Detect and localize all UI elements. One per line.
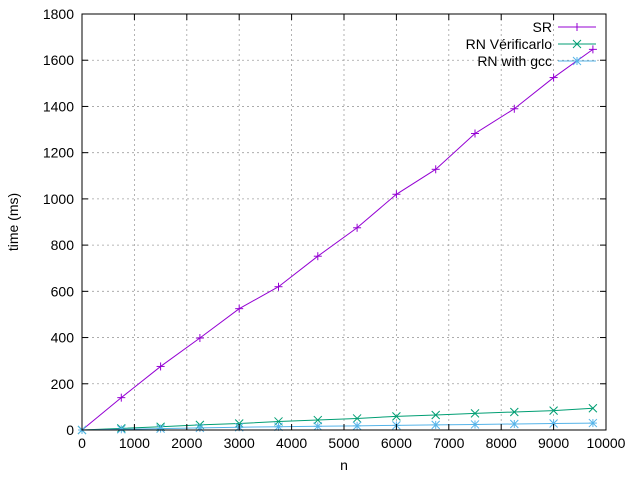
x-tick-label: 5000 bbox=[328, 435, 359, 451]
data-point-rn-with-gcc bbox=[588, 418, 598, 428]
series-line-sr bbox=[81, 48, 594, 431]
x-tick-label: 8000 bbox=[486, 435, 517, 451]
data-point-rn-v-rificarlo bbox=[470, 409, 480, 418]
data-point-sr bbox=[392, 190, 401, 199]
grid bbox=[82, 14, 606, 430]
y-tick-label: 1400 bbox=[43, 98, 74, 114]
data-point-sr bbox=[313, 252, 322, 261]
y-tick-label: 0 bbox=[66, 422, 74, 438]
series-sr bbox=[78, 45, 597, 434]
x-axis-title: n bbox=[340, 457, 348, 473]
legend-marker-sr bbox=[573, 23, 581, 31]
data-point-rn-v-rificarlo bbox=[509, 407, 519, 417]
y-tick-label: 600 bbox=[51, 283, 75, 299]
y-tick-label: 1200 bbox=[43, 145, 74, 161]
data-point-rn-with-gcc bbox=[352, 421, 362, 431]
y-tick-label: 400 bbox=[51, 330, 75, 346]
data-point-sr bbox=[195, 334, 204, 343]
series-line-rn-v-rificarlo bbox=[81, 407, 593, 431]
data-point-rn-with-gcc bbox=[509, 419, 519, 429]
legend-marker-rn-with-gcc bbox=[572, 56, 582, 66]
data-point-sr bbox=[471, 129, 479, 138]
data-point-rn-v-rificarlo bbox=[431, 410, 441, 420]
data-point-sr bbox=[549, 73, 558, 82]
legend-marker-rn-v-rificarlo bbox=[572, 39, 582, 49]
data-point-rn-v-rificarlo bbox=[392, 412, 401, 421]
x-tick-label: 2000 bbox=[171, 435, 202, 451]
data-point-sr bbox=[510, 104, 519, 113]
series-line-rn-with-gcc bbox=[81, 422, 593, 431]
x-tick-label: 1000 bbox=[119, 435, 150, 451]
y-tick-label: 200 bbox=[51, 376, 75, 392]
data-point-rn-v-rificarlo bbox=[313, 415, 323, 425]
x-tick-label: 4000 bbox=[276, 435, 307, 451]
data-point-sr bbox=[588, 45, 597, 54]
data-point-rn-with-gcc bbox=[116, 424, 126, 434]
series-group bbox=[77, 45, 598, 435]
data-point-rn-with-gcc bbox=[274, 422, 283, 432]
x-tick-label: 10000 bbox=[587, 435, 626, 451]
legend-label-rn-with-gcc: RN with gcc bbox=[477, 53, 552, 69]
y-tick-label: 1800 bbox=[43, 6, 74, 22]
data-point-rn-with-gcc bbox=[313, 421, 323, 431]
x-tick-label: 9000 bbox=[538, 435, 569, 451]
data-point-sr bbox=[353, 223, 362, 232]
x-tick-label: 7000 bbox=[433, 435, 464, 451]
x-tick-label: 3000 bbox=[224, 435, 255, 451]
data-point-sr bbox=[117, 393, 126, 402]
data-point-rn-with-gcc bbox=[470, 420, 480, 429]
axis-ticks: 0 1000 2000 3000 4000 5000 6000 7000 8000 9000 100… bbox=[43, 6, 626, 451]
y-axis-title: time (ms) bbox=[5, 193, 21, 251]
y-tick-label: 1000 bbox=[43, 191, 74, 207]
data-point-rn-with-gcc bbox=[195, 423, 205, 433]
series-rn-with-gcc bbox=[77, 418, 598, 435]
x-tick-label: 0 bbox=[78, 435, 86, 451]
y-tick-label: 800 bbox=[51, 237, 75, 253]
data-point-rn-with-gcc bbox=[431, 420, 441, 430]
legend-label-rn-v-rificarlo: RN Vérificarlo bbox=[466, 36, 553, 52]
y-tick-label: 1600 bbox=[43, 52, 74, 68]
data-point-rn-v-rificarlo bbox=[588, 403, 598, 413]
data-point-rn-v-rificarlo bbox=[549, 406, 558, 415]
data-point-sr bbox=[274, 282, 283, 291]
x-tick-label: 6000 bbox=[381, 435, 412, 451]
legend-label-sr: SR bbox=[533, 19, 552, 35]
data-point-sr bbox=[235, 304, 244, 313]
data-point-rn-with-gcc bbox=[156, 424, 165, 433]
data-point-sr bbox=[156, 362, 165, 371]
data-point-sr bbox=[431, 165, 440, 174]
data-point-rn-v-rificarlo bbox=[352, 414, 362, 423]
